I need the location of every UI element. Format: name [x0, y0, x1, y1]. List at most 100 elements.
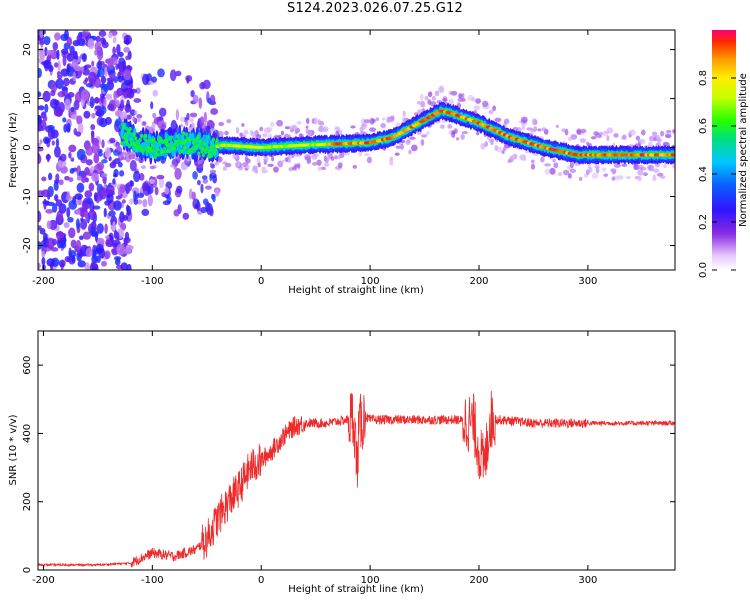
heatmap-cell: [107, 103, 114, 111]
heatmap-cell: [304, 155, 311, 161]
heatmap-cell: [363, 119, 371, 124]
heatmap-cell: [120, 262, 129, 270]
heatmap-cell: [369, 117, 375, 125]
heatmap-cell: [267, 163, 274, 167]
heatmap-cell: [198, 159, 203, 165]
heatmap-cell: [100, 106, 107, 115]
heatmap-cell: [400, 143, 404, 150]
heatmap-cell: [226, 119, 232, 124]
heatmap-cell: [97, 151, 103, 157]
heatmap-cell: [150, 143, 154, 148]
heatmap-cell: [46, 153, 50, 163]
heatmap-cell: [38, 153, 42, 165]
heatmap-cell: [457, 97, 464, 103]
heatmap-cell: [101, 139, 105, 149]
heatmap-cell: [215, 138, 219, 143]
heatmap-cell: [112, 46, 116, 55]
heatmap-cell: [671, 164, 675, 169]
heatmap-cell: [199, 82, 206, 90]
snr-x-tick-label: 300: [578, 575, 597, 586]
heatmap-cell: [44, 138, 51, 143]
heatmap-cell: [46, 258, 56, 267]
heatmap-cell: [151, 122, 156, 130]
heatmap-cell: [133, 98, 142, 104]
heatmap-cell: [116, 243, 126, 256]
heatmap-cell: [352, 164, 357, 169]
heatmap-cell: [38, 114, 42, 126]
heatmap-cell: [330, 156, 335, 161]
heatmap-cell: [54, 146, 61, 158]
heatmap-cell: [181, 131, 186, 136]
heatmap-cell: [389, 158, 394, 166]
heatmap-cell: [143, 146, 147, 151]
heatmap-cell: [336, 155, 342, 160]
heatmap-cell: [659, 175, 666, 179]
heatmap-cell: [38, 225, 42, 231]
heatmap-cell: [77, 260, 86, 268]
heatmap-cell: [142, 73, 150, 86]
heatmap-cell: [460, 133, 465, 140]
heatmap-cell: [108, 210, 116, 217]
heatmap-cell: [386, 116, 391, 124]
heatmap-cell: [38, 142, 41, 148]
heatmap-cell: [557, 171, 563, 177]
heatmap-cell: [133, 170, 141, 183]
heatmap-cell: [125, 244, 132, 255]
heatmap-cell: [262, 133, 268, 138]
heatmap-cell: [169, 69, 177, 82]
heatmap-cell: [198, 97, 203, 109]
snr-x-label: Height of straight line (km): [288, 584, 424, 595]
heatmap-cell: [100, 172, 108, 178]
heatmap-cell: [261, 166, 266, 174]
heatmap-cell: [382, 117, 386, 121]
heatmap-cell: [214, 161, 219, 166]
heatmap-cell: [78, 235, 84, 241]
heatmap-cell: [204, 149, 208, 154]
heatmap-cell: [337, 162, 343, 169]
heatmap-cell: [593, 131, 599, 136]
heatmap-cell: [576, 129, 582, 136]
heatmap-cell: [585, 169, 590, 176]
heatmap-cell: [123, 39, 130, 45]
heatmap-cell: [68, 144, 77, 153]
snr-y-tick-label: 0: [22, 567, 33, 573]
spectrogram-x-tick-label: -100: [141, 276, 164, 287]
heatmap-cell: [402, 110, 406, 117]
heatmap-cell: [75, 218, 80, 229]
heatmap-cell: [317, 166, 323, 171]
heatmap-cell: [122, 125, 126, 130]
heatmap-cell: [569, 168, 577, 174]
heatmap-cell: [297, 162, 301, 170]
heatmap-cell: [138, 137, 142, 143]
heatmap-cell: [104, 66, 108, 77]
heatmap-cell: [105, 238, 112, 247]
heatmap-cell: [134, 157, 141, 162]
heatmap-cell: [484, 141, 489, 147]
heatmap-cell: [175, 109, 179, 121]
heatmap-cell: [107, 57, 114, 70]
heatmap-cell: [93, 153, 100, 164]
heatmap-cell: [235, 126, 240, 134]
heatmap-cell: [53, 62, 59, 68]
heatmap-cell: [532, 126, 538, 132]
heatmap-cell: [103, 207, 107, 218]
heatmap-cell: [604, 130, 611, 134]
heatmap-cell: [185, 132, 189, 137]
heatmap-cell: [87, 209, 97, 221]
heatmap-cell: [167, 149, 171, 154]
heatmap-cell: [84, 190, 93, 199]
spectrogram-y-label: Frequency (Hz): [8, 112, 19, 188]
heatmap-cell: [175, 70, 182, 77]
heatmap-cell: [153, 154, 157, 159]
heatmap-cell: [105, 235, 110, 240]
heatmap-cell: [157, 121, 163, 126]
heatmap-cell: [80, 89, 90, 101]
heatmap-cell: [638, 138, 646, 145]
heatmap-cell: [235, 160, 241, 167]
heatmap-cell: [129, 83, 134, 89]
heatmap-cell: [420, 101, 425, 108]
heatmap-cell: [245, 158, 251, 164]
heatmap-cell: [72, 50, 77, 61]
heatmap-cell: [218, 130, 224, 138]
